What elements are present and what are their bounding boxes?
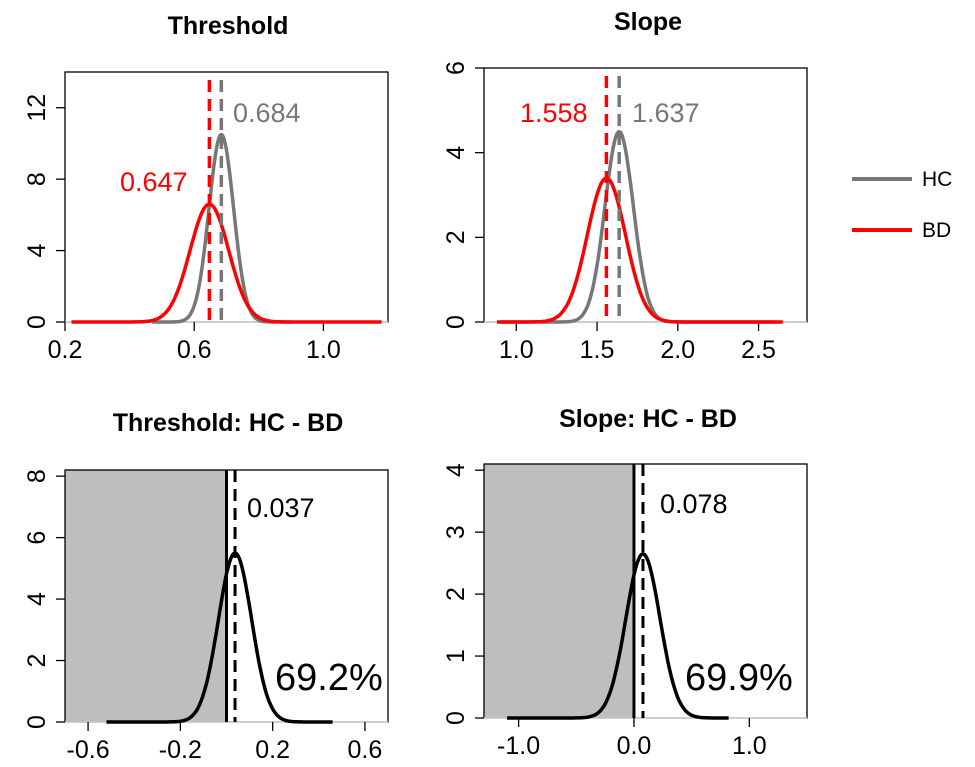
x-tick-label: 1.0 (499, 336, 534, 364)
y-tick-label: 2 (23, 654, 51, 668)
panel-title: Slope: HC - BD (559, 405, 737, 433)
panel-title: Threshold: HC - BD (113, 409, 344, 437)
x-tick-label: -1.0 (497, 732, 540, 760)
axis-ticks: 1.0 1.5 2.0 2.5 0 2 4 6 (442, 61, 807, 364)
shaded-region (484, 464, 634, 718)
density-curve (71, 202, 382, 324)
y-tick-label: 8 (23, 172, 51, 186)
y-tick-label: 6 (442, 61, 470, 75)
x-tick-label: 1.0 (732, 732, 767, 760)
y-tick-label: 4 (442, 146, 470, 160)
y-tick-label: 1 (442, 649, 470, 663)
y-tick-label: 8 (23, 469, 51, 483)
reference-lines (225, 470, 237, 722)
density-curves (106, 551, 333, 724)
legend: HC BD (852, 168, 952, 242)
density-curve (500, 129, 775, 324)
y-tick-label: 12 (23, 94, 51, 122)
density-curves (71, 132, 382, 324)
x-tick-label: 0.0 (617, 732, 652, 760)
axis-ticks: -0.6 -0.2 0.2 0.6 0 2 4 6 8 (23, 469, 388, 764)
mean-lines (604, 76, 621, 322)
bd-mean-label: 1.558 (520, 98, 588, 128)
x-tick-label: 2.5 (741, 336, 776, 364)
x-tick-label: 0.6 (348, 736, 383, 764)
x-tick-label: 0.2 (255, 736, 290, 764)
hc-mean-label: 0.684 (233, 98, 301, 128)
y-tick-label: 4 (23, 592, 51, 606)
x-tick-label: 1.5 (580, 336, 615, 364)
reference-lines (632, 464, 645, 718)
x-tick-label: 0.6 (177, 336, 212, 364)
x-tick-label: 2.0 (660, 336, 695, 364)
shaded-region (65, 470, 227, 722)
y-tick-label: 0 (23, 715, 51, 729)
panel-title: Slope (614, 8, 682, 36)
y-tick-label: 0 (23, 315, 51, 329)
panel-threshold: Threshold 0.2 0.6 1.0 0 4 8 12 0.684 0.647 (23, 12, 389, 364)
density-curve (106, 551, 333, 724)
panel-threshold-difference: Threshold: HC - BD -0.6 -0.2 0.2 0.6 0 2 4 6 8 0… (23, 409, 389, 764)
legend-label-bd: BD (922, 219, 951, 242)
y-tick-label: 2 (442, 587, 470, 601)
y-tick-label: 3 (442, 525, 470, 539)
bd-mean-label: 0.647 (120, 167, 188, 197)
percent-label: 69.2% (275, 657, 383, 699)
mean-label: 0.037 (247, 493, 315, 523)
density-curves (496, 129, 783, 324)
mean-label: 0.078 (660, 489, 728, 519)
x-tick-label: -0.2 (159, 736, 202, 764)
density-curves (506, 552, 729, 720)
y-tick-label: 4 (442, 463, 470, 477)
percent-label: 69.9% (685, 657, 793, 699)
panel-slope-difference: Slope: HC - BD -1.0 0.0 1.0 0 1 2 3 4 0.078 69.… (442, 405, 808, 760)
panel-slope: Slope 1.0 1.5 2.0 2.5 0 2 4 6 1.637 1.558 (442, 8, 808, 364)
x-tick-label: -0.6 (67, 736, 110, 764)
y-tick-label: 0 (442, 315, 470, 329)
y-tick-label: 2 (442, 230, 470, 244)
x-tick-label: 1.0 (306, 336, 341, 364)
axis-ticks: 0.2 0.6 1.0 0 4 8 12 (23, 94, 388, 364)
x-tick-label: 0.2 (48, 336, 83, 364)
panel-title: Threshold (168, 12, 289, 40)
hc-mean-label: 1.637 (632, 98, 700, 128)
y-tick-label: 6 (23, 531, 51, 545)
density-curve (496, 176, 783, 324)
y-tick-label: 0 (442, 711, 470, 725)
plot-frame (64, 71, 389, 323)
mean-lines (207, 80, 224, 322)
y-tick-label: 4 (23, 244, 51, 258)
density-curve (506, 552, 729, 720)
legend-label-hc: HC (922, 168, 952, 191)
